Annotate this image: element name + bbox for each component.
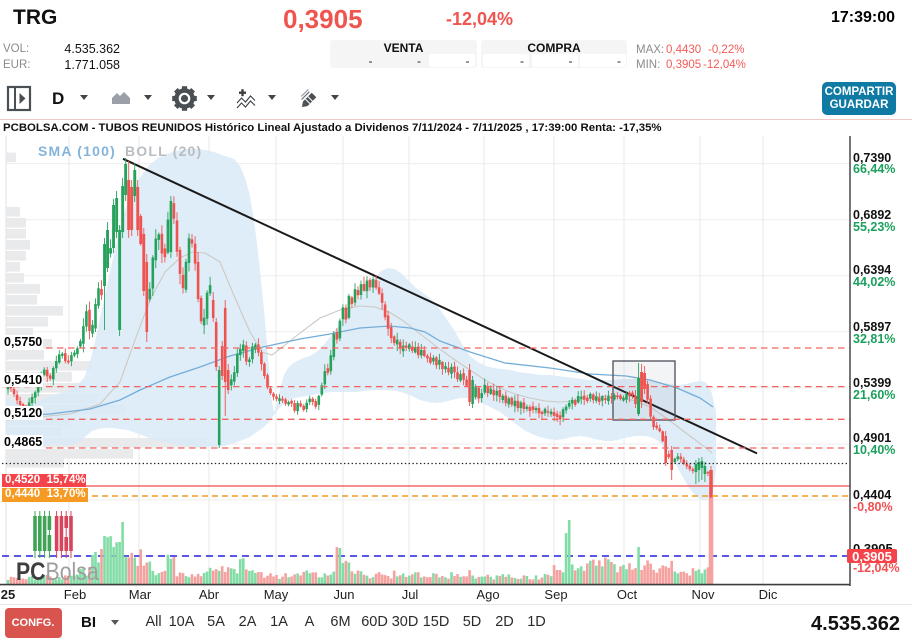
svg-text:D: D (52, 89, 64, 108)
